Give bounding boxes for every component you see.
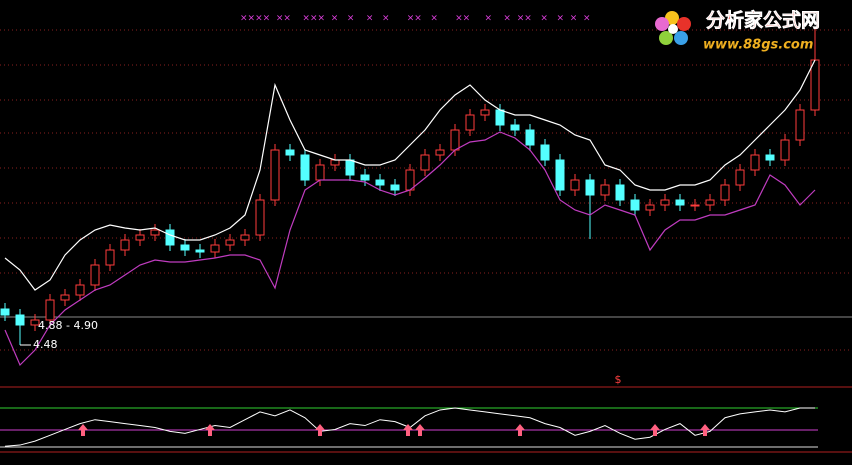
signal-arrow <box>403 424 413 436</box>
band-line <box>4 59 816 291</box>
candle-body <box>240 234 250 241</box>
candle-body <box>165 229 175 246</box>
petal <box>659 31 673 45</box>
candle-body <box>660 199 670 206</box>
candle-body <box>450 129 460 151</box>
signal-arrow <box>700 424 710 436</box>
candle-body <box>255 199 265 236</box>
candle-body <box>375 179 385 186</box>
candle-body <box>480 109 490 116</box>
signal-arrow <box>515 424 525 436</box>
candle-body <box>60 294 70 301</box>
candle-body <box>105 249 115 266</box>
logo: 分析家公式网 www.88gs.com <box>655 8 820 53</box>
candle-body <box>285 149 295 156</box>
candle-body <box>795 109 805 141</box>
candle-body <box>30 319 40 326</box>
candle-body <box>45 299 55 321</box>
candle-body <box>570 179 580 191</box>
candle-body <box>120 239 130 251</box>
candle-body <box>345 159 355 176</box>
candle-body <box>435 149 445 156</box>
signal-arrow <box>315 424 325 436</box>
candle-body <box>630 199 640 211</box>
signal-arrow <box>205 424 215 436</box>
signal-arrow <box>650 424 660 436</box>
petal <box>655 17 669 31</box>
candle-body <box>360 174 370 181</box>
candle-body <box>75 284 85 296</box>
candle-body <box>135 234 145 241</box>
flower-center <box>668 24 678 34</box>
logo-url: www.88gs.com <box>703 38 813 53</box>
candle-body <box>150 229 160 236</box>
candle-body <box>765 154 775 161</box>
logo-name: 分析家公式网 <box>706 9 820 32</box>
petal <box>674 31 688 45</box>
candle-body <box>300 154 310 181</box>
candle-body <box>675 199 685 206</box>
candle-body <box>585 179 595 196</box>
candle-body <box>690 204 700 207</box>
candle-body <box>90 264 100 286</box>
candle-body <box>465 114 475 131</box>
annotation: 4.88 - 4.90 <box>38 319 98 332</box>
candle-body <box>735 169 745 186</box>
candle-body <box>195 249 205 253</box>
candle-body <box>270 149 280 201</box>
candle-body <box>180 244 190 251</box>
candle-body <box>0 308 10 316</box>
candle-body <box>315 164 325 181</box>
candle-body <box>600 184 610 196</box>
candle-body <box>810 59 820 111</box>
candle-body <box>390 184 400 191</box>
candle-body <box>225 239 235 246</box>
candle-body <box>720 184 730 201</box>
signal-arrow <box>415 424 425 436</box>
top-marks: ×××× ×× ××× × × × × ×× × ×× × × ×× × × ×… <box>240 14 591 24</box>
candle-body <box>15 314 25 326</box>
annotation: 4.48 <box>33 338 58 351</box>
candle-body <box>645 204 655 211</box>
signal-arrow <box>78 424 88 436</box>
candle-body <box>495 109 505 126</box>
candle-body <box>555 159 565 191</box>
petal <box>677 17 691 31</box>
candle-body <box>750 154 760 171</box>
candle-body <box>780 139 790 161</box>
candle-body <box>330 159 340 166</box>
candle-body <box>510 124 520 131</box>
candle-body <box>420 154 430 171</box>
candle-body <box>540 144 550 161</box>
candle-body <box>615 184 625 201</box>
band-line <box>4 131 816 367</box>
candle-body <box>525 129 535 146</box>
candle-body <box>210 244 220 253</box>
candle-body <box>705 199 715 206</box>
signal-text: $ <box>615 373 622 386</box>
